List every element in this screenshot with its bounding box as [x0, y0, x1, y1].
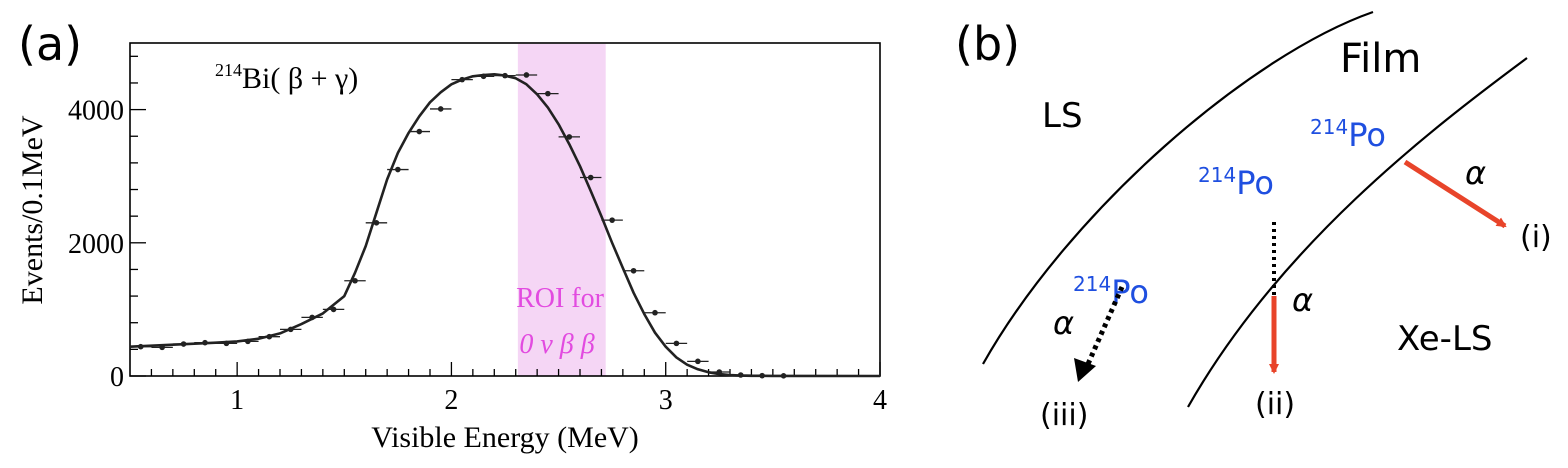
data-point — [330, 306, 337, 313]
data-points — [130, 72, 795, 379]
panel-b-label: (b) — [955, 17, 1020, 71]
xe-ls-label: Xe-LS — [1397, 319, 1492, 359]
x-tick-label: 4 — [873, 385, 887, 416]
case-iii-label: (iii) — [1040, 398, 1088, 433]
po214-main: Po — [1236, 164, 1274, 202]
data-point — [245, 338, 251, 345]
data-point — [137, 343, 144, 350]
data-point — [716, 369, 723, 375]
data-point — [287, 326, 294, 333]
data-point — [416, 128, 423, 135]
data-point — [502, 72, 508, 79]
data-point — [266, 333, 273, 340]
po214-label-film-mid: 214Po — [1198, 163, 1274, 202]
alpha-arrow-i — [1403, 159, 1507, 229]
x-tick-label: 2 — [444, 385, 458, 416]
axis-ticks: 1 2 3 4 0 2000 4000 — [68, 55, 887, 416]
alpha-arrowhead-iii — [1074, 358, 1096, 382]
data-point — [523, 72, 530, 78]
data-point — [673, 340, 680, 347]
panel-b: (b) Film LS Xe-LS 214Po 214Po 214Po α (i… — [955, 10, 1552, 433]
chart-title-sup: 214 — [215, 60, 242, 80]
data-point — [566, 134, 573, 140]
fit-curve — [129, 73, 881, 378]
data-point — [759, 372, 765, 379]
y-tick-label: 0 — [110, 362, 124, 393]
fit-curve-layer — [129, 73, 881, 378]
film-boundary-left — [982, 10, 1374, 365]
po214-sup: 214 — [1310, 115, 1348, 139]
alpha-label-ii: α — [1292, 281, 1313, 319]
data-point — [695, 358, 701, 365]
po214-sup: 214 — [1198, 163, 1236, 187]
data-point — [737, 372, 744, 378]
y-tick-label: 2000 — [68, 229, 124, 260]
plot-frame — [129, 42, 881, 377]
data-point — [609, 217, 615, 223]
po214-main: Po — [1111, 273, 1149, 311]
roi-label-line1: ROI for — [516, 283, 605, 314]
po214-label-ls: 214Po — [1073, 272, 1149, 311]
data-point — [459, 76, 465, 83]
alpha-track-dotted-iii — [1085, 285, 1125, 366]
data-point — [652, 309, 658, 316]
data-point — [373, 220, 380, 226]
alpha-label-i: α — [1465, 154, 1486, 192]
panel-a: (a) 214Bi( β + γ) ROI for 0 ν β β Visibl… — [16, 17, 887, 454]
roi-band — [517, 44, 606, 376]
roi-label-line2: 0 ν β β — [519, 329, 594, 360]
data-point — [395, 166, 401, 173]
case-ii-label: (ii) — [1255, 387, 1295, 422]
po214-sup: 214 — [1073, 272, 1111, 296]
x-axis-label: Visible Energy (MeV) — [371, 421, 639, 454]
chart-title-main: Bi( β + γ) — [242, 62, 358, 95]
data-point — [780, 373, 787, 379]
data-point — [180, 341, 187, 347]
data-point — [545, 90, 551, 97]
po214-main: Po — [1348, 116, 1386, 154]
data-point — [309, 314, 315, 321]
alpha-label-iii: α — [1053, 304, 1074, 342]
film-boundary-right — [1187, 57, 1528, 408]
chart-title: 214Bi( β + γ) — [215, 60, 358, 95]
data-point — [352, 277, 358, 284]
ls-label: LS — [1042, 96, 1083, 136]
film-label: Film — [1340, 36, 1421, 82]
data-point — [202, 339, 208, 346]
case-i-label: (i) — [1520, 220, 1552, 255]
data-point — [437, 106, 444, 112]
data-point — [587, 174, 594, 181]
x-tick-label: 1 — [230, 385, 244, 416]
panel-a-label: (a) — [18, 17, 82, 71]
data-point — [159, 344, 165, 351]
data-point — [480, 73, 487, 80]
po214-label-film-edge: 214Po — [1310, 115, 1386, 154]
data-point — [223, 340, 230, 347]
y-axis-label: Events/0.1MeV — [16, 115, 49, 304]
y-tick-label: 4000 — [68, 96, 124, 127]
data-point — [630, 267, 637, 274]
x-tick-label: 3 — [659, 385, 673, 416]
